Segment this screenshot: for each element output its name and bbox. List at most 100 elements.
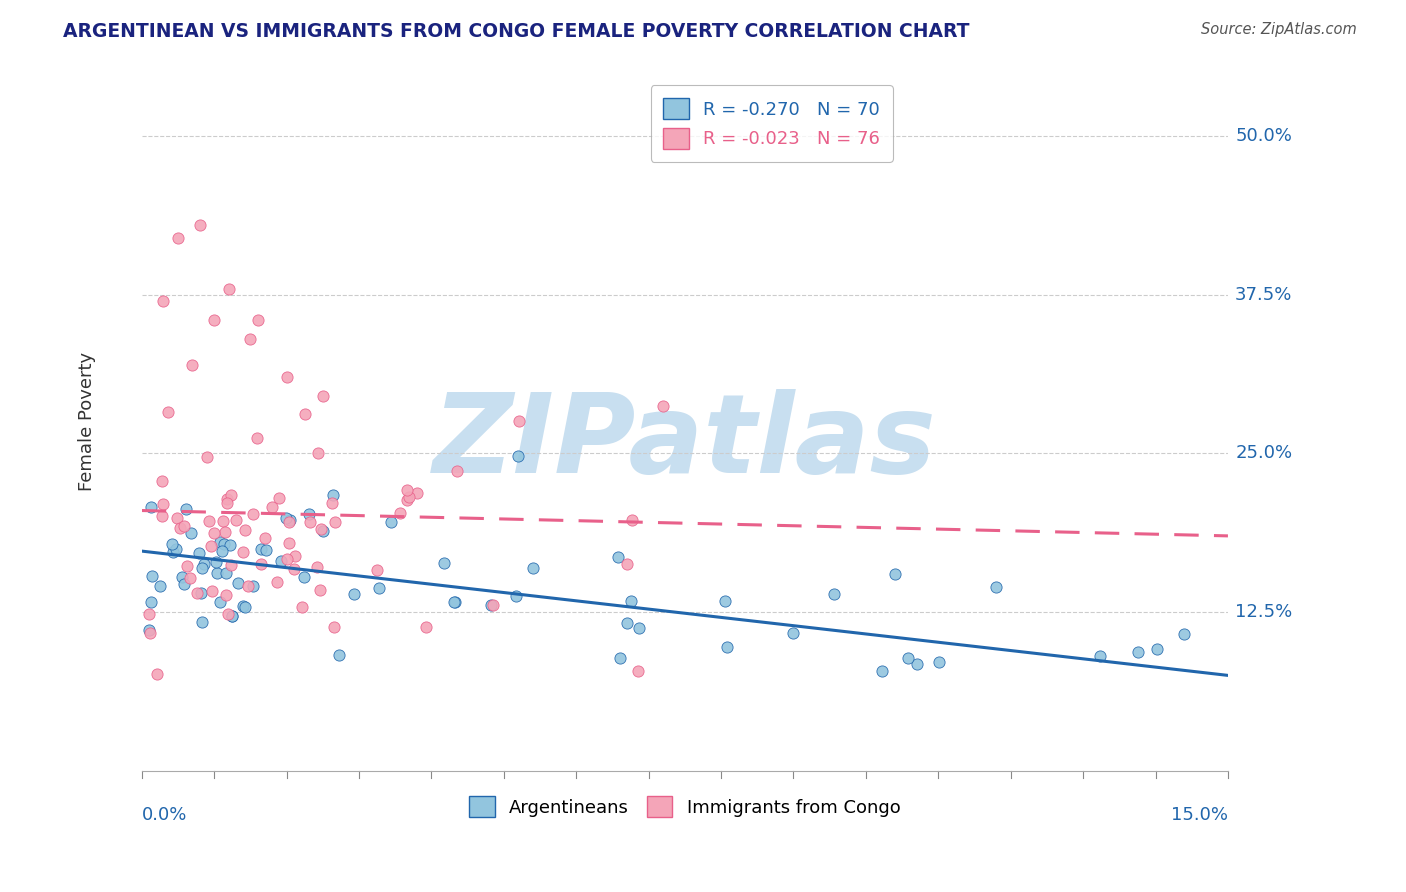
Point bbox=[278, 515, 301, 529]
Point bbox=[311, 524, 333, 538]
Point bbox=[138, 623, 160, 637]
Point bbox=[905, 657, 928, 672]
Point bbox=[714, 594, 737, 608]
Point bbox=[167, 231, 190, 245]
Point bbox=[174, 501, 197, 516]
Point bbox=[1173, 626, 1195, 640]
Point bbox=[627, 664, 650, 678]
Point bbox=[235, 600, 257, 615]
Point bbox=[221, 608, 243, 623]
Text: 0.0%: 0.0% bbox=[142, 806, 187, 824]
Point bbox=[606, 549, 628, 564]
Point bbox=[160, 536, 183, 550]
Point bbox=[246, 313, 269, 327]
Point bbox=[141, 569, 163, 583]
Point bbox=[267, 491, 290, 506]
Point bbox=[389, 506, 412, 520]
Point bbox=[225, 513, 247, 527]
Point bbox=[218, 538, 240, 552]
Point bbox=[270, 554, 292, 568]
Text: 12.5%: 12.5% bbox=[1236, 603, 1292, 621]
Point bbox=[415, 619, 437, 633]
Text: 15.0%: 15.0% bbox=[1171, 806, 1227, 824]
Point bbox=[883, 566, 905, 581]
Point bbox=[522, 561, 544, 575]
Point bbox=[209, 595, 232, 609]
Point bbox=[292, 570, 315, 584]
Point bbox=[217, 491, 239, 506]
Text: ZIPatlas: ZIPatlas bbox=[433, 389, 936, 496]
Point bbox=[396, 493, 419, 508]
Point bbox=[186, 585, 208, 599]
Point bbox=[165, 542, 187, 557]
Point bbox=[197, 514, 219, 528]
Point bbox=[616, 616, 638, 631]
Point bbox=[176, 559, 198, 574]
Point bbox=[209, 534, 232, 549]
Point bbox=[232, 599, 254, 613]
Point bbox=[620, 513, 643, 527]
Point bbox=[146, 666, 169, 681]
Point bbox=[214, 588, 236, 602]
Text: Female Poverty: Female Poverty bbox=[79, 352, 97, 491]
Point bbox=[823, 587, 845, 601]
Point bbox=[239, 332, 262, 346]
Point bbox=[188, 218, 211, 232]
Text: 50.0%: 50.0% bbox=[1236, 128, 1292, 145]
Point bbox=[201, 583, 224, 598]
Point bbox=[323, 620, 346, 634]
Point bbox=[242, 579, 264, 593]
Point bbox=[366, 563, 388, 577]
Point bbox=[253, 531, 276, 545]
Point bbox=[298, 507, 321, 521]
Point bbox=[305, 560, 328, 574]
Point bbox=[173, 576, 195, 591]
Point bbox=[928, 656, 950, 670]
Point bbox=[395, 483, 418, 498]
Point bbox=[197, 450, 219, 465]
Point bbox=[162, 545, 184, 559]
Point bbox=[620, 594, 643, 608]
Point bbox=[246, 432, 269, 446]
Point bbox=[193, 557, 215, 571]
Point bbox=[276, 551, 298, 566]
Point bbox=[482, 598, 505, 612]
Point bbox=[986, 580, 1008, 594]
Point bbox=[628, 621, 651, 635]
Point bbox=[190, 586, 212, 600]
Point bbox=[433, 556, 456, 570]
Point bbox=[505, 589, 527, 603]
Point bbox=[139, 625, 162, 640]
Point bbox=[172, 570, 194, 584]
Point bbox=[202, 313, 225, 327]
Point bbox=[479, 599, 502, 613]
Point bbox=[298, 515, 321, 529]
Point bbox=[1146, 642, 1168, 657]
Point bbox=[152, 294, 174, 309]
Point bbox=[343, 587, 366, 601]
Point bbox=[173, 519, 195, 533]
Point bbox=[179, 571, 201, 585]
Point bbox=[398, 491, 420, 505]
Point bbox=[716, 640, 738, 655]
Point bbox=[215, 495, 238, 509]
Point bbox=[221, 609, 243, 624]
Point bbox=[218, 282, 240, 296]
Point bbox=[291, 599, 314, 614]
Point bbox=[266, 574, 288, 589]
Point bbox=[228, 575, 250, 590]
Point bbox=[254, 543, 277, 558]
Text: 25.0%: 25.0% bbox=[1236, 444, 1292, 462]
Point bbox=[651, 399, 673, 413]
Text: Source: ZipAtlas.com: Source: ZipAtlas.com bbox=[1201, 22, 1357, 37]
Legend: Argentineans, Immigrants from Congo: Argentineans, Immigrants from Congo bbox=[463, 789, 908, 824]
Point bbox=[149, 579, 172, 593]
Point bbox=[328, 648, 350, 662]
Point bbox=[139, 500, 162, 515]
Point bbox=[150, 508, 173, 523]
Point bbox=[309, 523, 332, 537]
Point bbox=[180, 526, 202, 541]
Point bbox=[219, 558, 242, 572]
Point bbox=[204, 555, 226, 569]
Point bbox=[368, 582, 391, 596]
